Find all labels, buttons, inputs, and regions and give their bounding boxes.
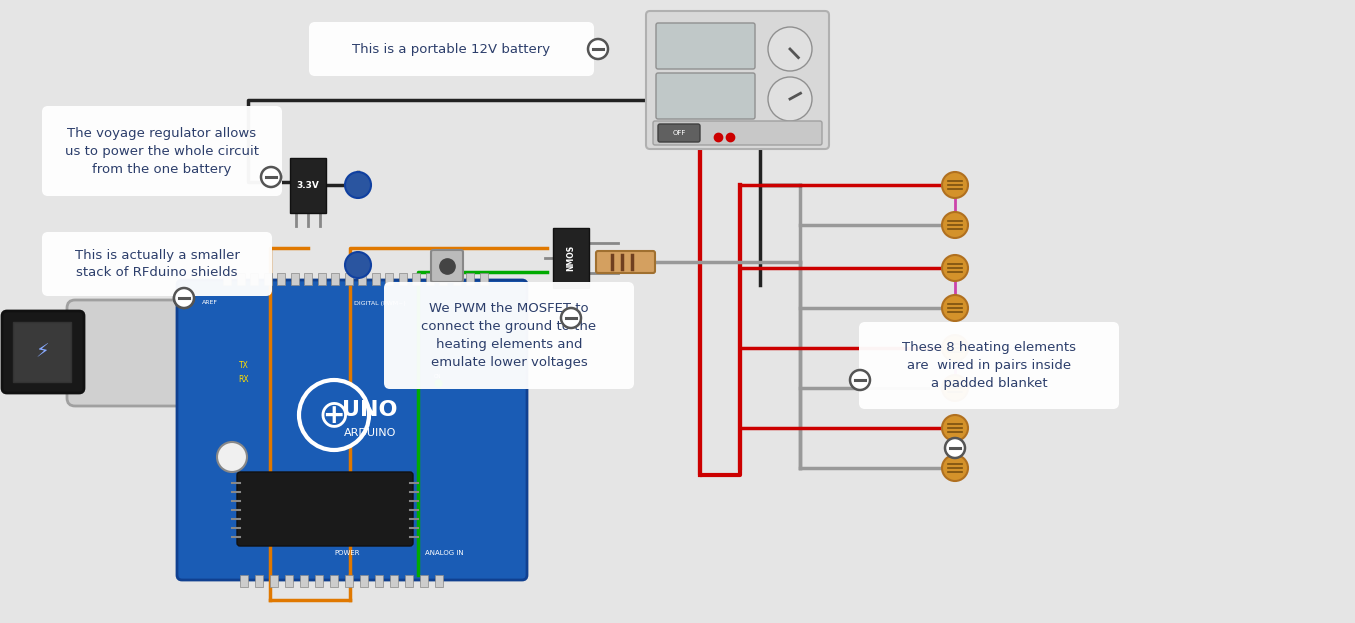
FancyBboxPatch shape	[304, 273, 312, 285]
Circle shape	[173, 288, 194, 308]
FancyBboxPatch shape	[285, 575, 293, 587]
FancyBboxPatch shape	[42, 106, 282, 196]
FancyBboxPatch shape	[646, 11, 829, 149]
FancyBboxPatch shape	[371, 273, 379, 285]
Circle shape	[942, 172, 967, 198]
Circle shape	[262, 167, 280, 187]
FancyBboxPatch shape	[263, 273, 271, 285]
Circle shape	[588, 39, 608, 59]
FancyBboxPatch shape	[237, 472, 413, 546]
Text: ANALOG IN: ANALOG IN	[424, 550, 463, 556]
FancyBboxPatch shape	[435, 575, 443, 587]
FancyBboxPatch shape	[656, 23, 755, 69]
FancyBboxPatch shape	[299, 575, 308, 587]
FancyBboxPatch shape	[453, 273, 461, 285]
Circle shape	[217, 442, 247, 472]
Text: POWER: POWER	[335, 550, 359, 556]
Text: ARDUINO: ARDUINO	[344, 428, 396, 438]
Text: The voyage regulator allows
us to power the whole circuit
from the one battery: The voyage regulator allows us to power …	[65, 126, 259, 176]
Circle shape	[942, 415, 967, 441]
FancyBboxPatch shape	[240, 575, 248, 587]
FancyBboxPatch shape	[398, 273, 406, 285]
Text: RX: RX	[238, 376, 249, 384]
Text: DIGITAL (PWM~): DIGITAL (PWM~)	[354, 300, 406, 305]
FancyBboxPatch shape	[331, 273, 339, 285]
Circle shape	[942, 255, 967, 281]
Circle shape	[942, 212, 967, 238]
FancyBboxPatch shape	[317, 273, 325, 285]
FancyBboxPatch shape	[383, 282, 634, 389]
FancyBboxPatch shape	[237, 273, 244, 285]
Text: OFF: OFF	[672, 130, 686, 136]
Circle shape	[173, 288, 194, 308]
Text: ⚡: ⚡	[35, 343, 49, 361]
FancyBboxPatch shape	[344, 273, 352, 285]
FancyBboxPatch shape	[178, 280, 527, 580]
Circle shape	[561, 308, 581, 328]
FancyBboxPatch shape	[331, 575, 337, 587]
Circle shape	[942, 455, 967, 481]
Circle shape	[942, 375, 967, 401]
Circle shape	[768, 27, 812, 71]
FancyBboxPatch shape	[656, 73, 755, 119]
Text: TX: TX	[238, 361, 249, 369]
Text: ⊕: ⊕	[317, 396, 351, 434]
FancyBboxPatch shape	[553, 228, 589, 288]
FancyBboxPatch shape	[385, 273, 393, 285]
Circle shape	[768, 77, 812, 121]
FancyBboxPatch shape	[251, 273, 257, 285]
FancyBboxPatch shape	[276, 273, 285, 285]
FancyBboxPatch shape	[270, 575, 278, 587]
Circle shape	[942, 335, 967, 361]
Text: UNO: UNO	[343, 400, 398, 420]
FancyBboxPatch shape	[14, 322, 70, 382]
Text: AREF: AREF	[202, 300, 218, 305]
FancyBboxPatch shape	[255, 575, 263, 587]
Text: ON: ON	[434, 374, 442, 379]
FancyBboxPatch shape	[314, 575, 322, 587]
Text: 3.3V: 3.3V	[297, 181, 320, 191]
Text: This is actually a smaller
stack of RFduino shields: This is actually a smaller stack of RFdu…	[75, 249, 240, 280]
Circle shape	[944, 438, 965, 458]
FancyBboxPatch shape	[390, 575, 398, 587]
FancyBboxPatch shape	[1, 311, 84, 393]
FancyBboxPatch shape	[466, 273, 474, 285]
FancyBboxPatch shape	[659, 124, 701, 142]
FancyBboxPatch shape	[425, 273, 434, 285]
FancyBboxPatch shape	[405, 575, 413, 587]
FancyBboxPatch shape	[653, 121, 822, 145]
Text: We PWM the MOSFET to
connect the ground to the
heating elements and
emulate lowe: We PWM the MOSFET to connect the ground …	[421, 302, 596, 369]
Text: This is a portable 12V battery: This is a portable 12V battery	[352, 42, 550, 55]
FancyBboxPatch shape	[290, 158, 327, 213]
Text: These 8 heating elements
are  wired in pairs inside
a padded blanket: These 8 heating elements are wired in pa…	[902, 341, 1076, 390]
Circle shape	[346, 172, 371, 198]
FancyBboxPatch shape	[859, 322, 1119, 409]
FancyBboxPatch shape	[346, 575, 354, 587]
Text: NMOS: NMOS	[566, 245, 576, 271]
Circle shape	[942, 295, 967, 321]
FancyBboxPatch shape	[360, 575, 369, 587]
Circle shape	[299, 380, 369, 450]
FancyBboxPatch shape	[480, 273, 488, 285]
FancyBboxPatch shape	[358, 273, 366, 285]
FancyBboxPatch shape	[375, 575, 383, 587]
FancyBboxPatch shape	[66, 300, 198, 406]
FancyBboxPatch shape	[309, 22, 593, 76]
Circle shape	[346, 252, 371, 278]
FancyBboxPatch shape	[42, 232, 272, 296]
Circle shape	[850, 370, 870, 390]
FancyBboxPatch shape	[290, 273, 298, 285]
Circle shape	[561, 308, 581, 328]
FancyBboxPatch shape	[439, 273, 447, 285]
Circle shape	[262, 167, 280, 187]
FancyBboxPatch shape	[596, 251, 654, 273]
FancyBboxPatch shape	[431, 250, 463, 282]
FancyBboxPatch shape	[412, 273, 420, 285]
FancyBboxPatch shape	[224, 273, 230, 285]
FancyBboxPatch shape	[420, 575, 428, 587]
